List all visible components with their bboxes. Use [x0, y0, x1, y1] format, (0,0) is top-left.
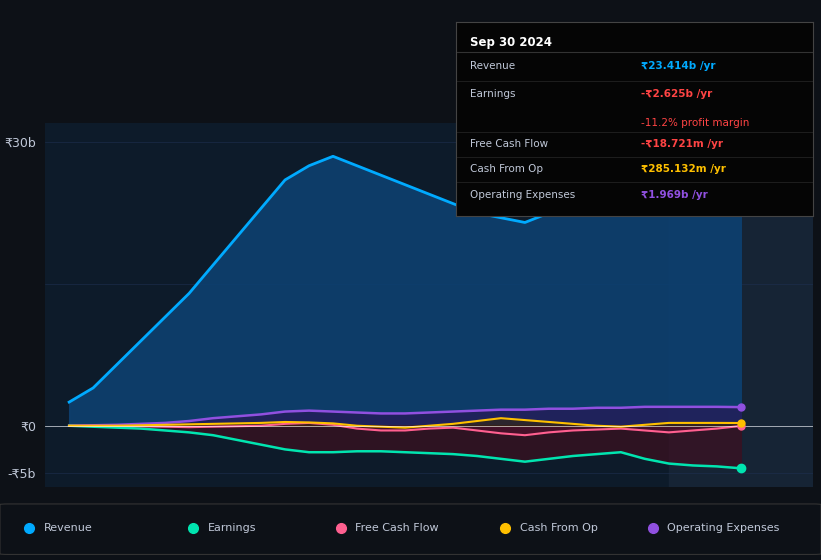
Text: Earnings: Earnings	[470, 89, 516, 99]
Text: Operating Expenses: Operating Expenses	[470, 189, 576, 199]
Text: Revenue: Revenue	[44, 523, 92, 533]
Text: Sep 30 2024: Sep 30 2024	[470, 36, 552, 49]
Bar	[669, 123, 813, 487]
Text: Free Cash Flow: Free Cash Flow	[470, 139, 548, 150]
Text: Revenue: Revenue	[470, 61, 515, 71]
Text: Cash From Op: Cash From Op	[470, 165, 543, 174]
Text: ₹23.414b /yr: ₹23.414b /yr	[641, 61, 716, 71]
Text: -₹18.721m /yr: -₹18.721m /yr	[641, 139, 723, 150]
Text: ₹285.132m /yr: ₹285.132m /yr	[641, 165, 727, 174]
Text: Operating Expenses: Operating Expenses	[667, 523, 780, 533]
Text: ₹1.969b /yr: ₹1.969b /yr	[641, 189, 709, 199]
Text: -₹2.625b /yr: -₹2.625b /yr	[641, 89, 713, 99]
Text: Cash From Op: Cash From Op	[520, 523, 598, 533]
Text: Free Cash Flow: Free Cash Flow	[355, 523, 439, 533]
Text: -11.2% profit margin: -11.2% profit margin	[641, 118, 750, 128]
Text: Earnings: Earnings	[208, 523, 256, 533]
